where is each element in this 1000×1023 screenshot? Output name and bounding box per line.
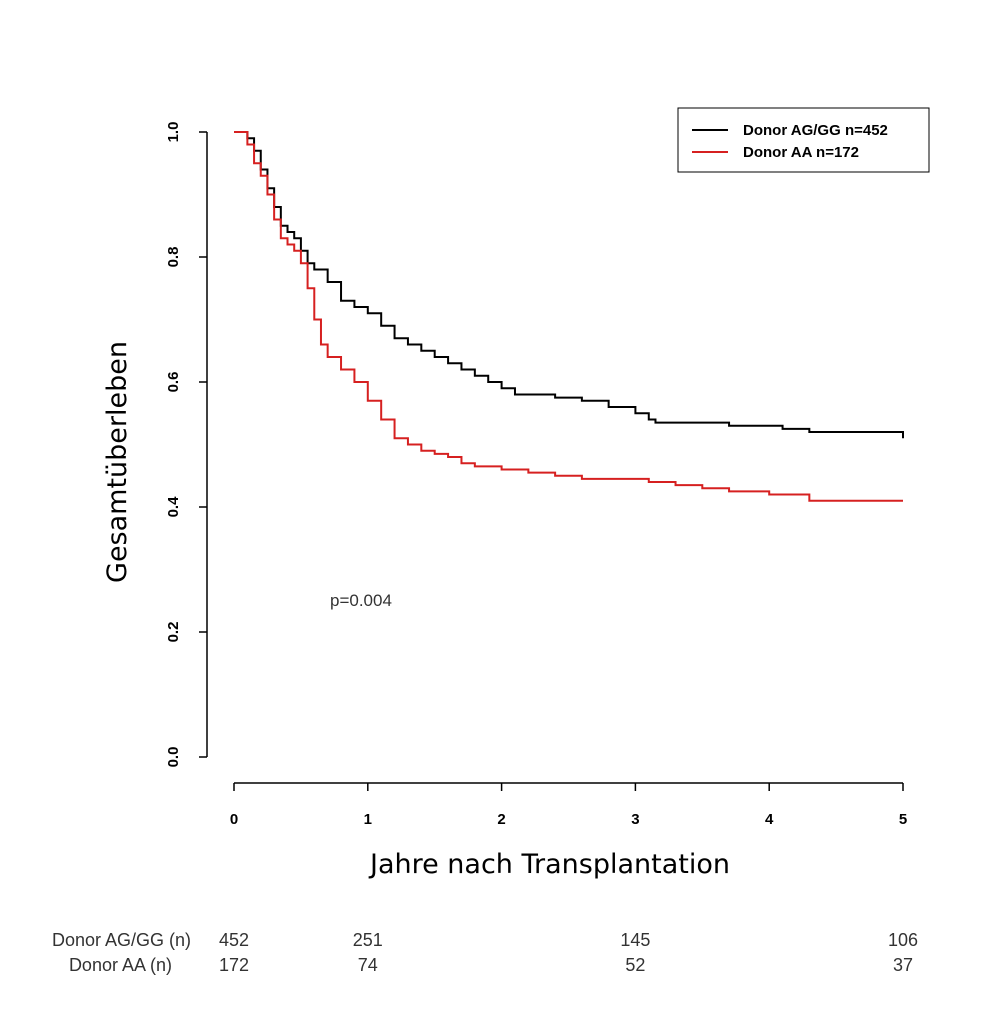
risk-count: 37	[893, 955, 913, 975]
x-axis-title: Jahre nach Transplantation	[368, 849, 730, 880]
y-tick-label: 0.6	[165, 372, 182, 393]
risk-count: 452	[219, 930, 249, 950]
y-axis-title: Gesamtüberleben	[102, 341, 133, 583]
x-tick-label: 0	[230, 811, 238, 828]
x-axis: 0 1 2 3 4 5	[230, 782, 907, 828]
risk-count: 145	[620, 930, 650, 950]
risk-table: Donor AG/GG (n) Donor AA (n) 452 251 145 10…	[52, 930, 918, 975]
risk-count: 251	[353, 930, 383, 950]
y-tick-label: 0.2	[165, 622, 182, 643]
series-layer	[234, 131, 904, 502]
series-line-donor-aa	[234, 131, 903, 502]
y-tick-label: 0.4	[165, 496, 182, 518]
risk-row-label-aa: Donor AA (n)	[69, 955, 172, 975]
x-tick-label: 3	[631, 811, 639, 828]
risk-count: 52	[625, 955, 645, 975]
risk-count: 74	[358, 955, 378, 975]
risk-count: 106	[888, 930, 918, 950]
risk-count: 172	[219, 955, 249, 975]
y-tick-label: 0.8	[165, 247, 182, 268]
legend-label-ag-gg: Donor AG/GG n=452	[743, 122, 888, 139]
x-tick-label: 5	[899, 811, 907, 828]
risk-row-label-ag-gg: Donor AG/GG (n)	[52, 930, 191, 950]
legend: Donor AG/GG n=452 Donor AA n=172	[677, 107, 930, 173]
x-tick-label: 4	[765, 811, 774, 828]
x-tick-label: 1	[364, 811, 372, 828]
y-tick-label: 1.0	[165, 122, 182, 143]
y-axis: 0.0 0.2 0.4 0.6 0.8 1.0	[165, 122, 208, 768]
series-line-donor-ag-gg	[234, 131, 904, 439]
y-tick-label: 0.0	[165, 747, 182, 768]
x-tick-label: 2	[497, 811, 505, 828]
legend-box	[677, 107, 930, 173]
legend-label-aa: Donor AA n=172	[743, 144, 859, 161]
p-value-annotation: p=0.004	[330, 591, 392, 610]
